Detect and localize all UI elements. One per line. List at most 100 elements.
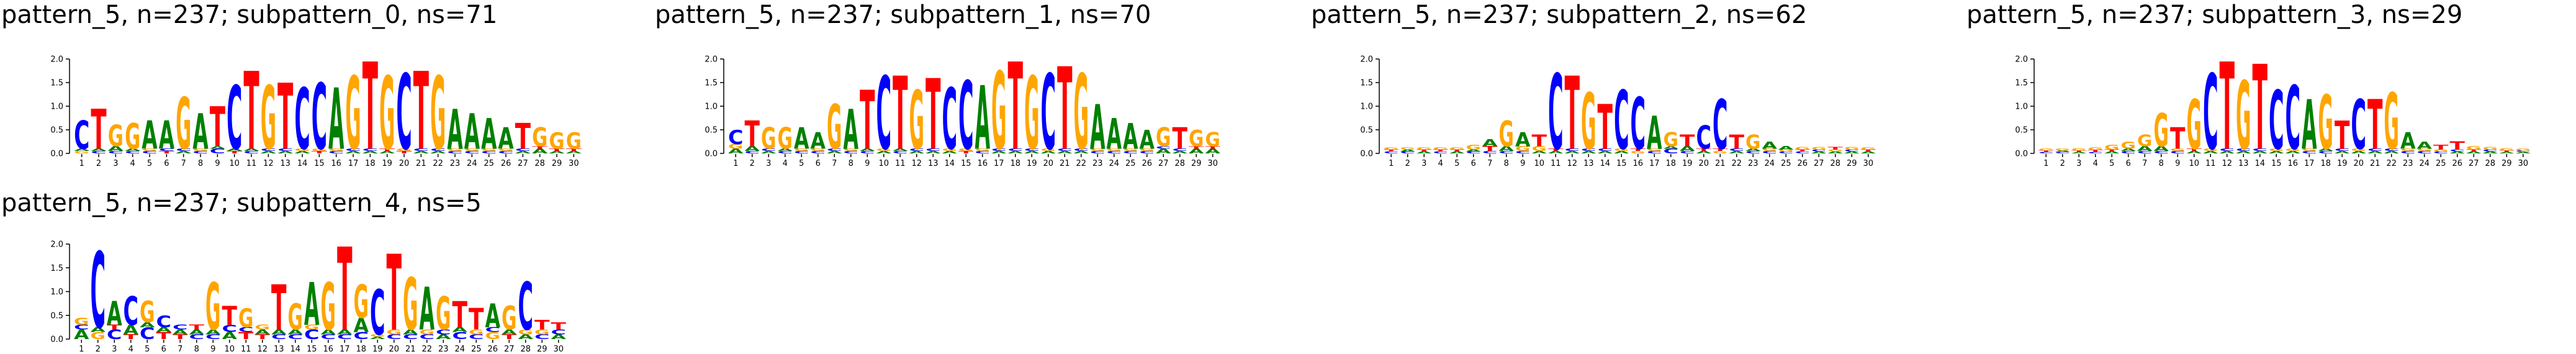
- logo-letter-G: G: [1140, 148, 1155, 152]
- logo-letter-C: C: [2318, 150, 2334, 154]
- logo-letter-A: A: [2187, 150, 2202, 154]
- logo-letter-A: A: [453, 326, 469, 334]
- x-tick-label: 16: [977, 159, 988, 168]
- logo-letter-G: G: [288, 296, 303, 338]
- logo-letter-C: C: [156, 312, 172, 332]
- logo-letter-A: A: [243, 148, 259, 152]
- logo-letter-C: C: [1696, 119, 1712, 157]
- logo-letter-G: G: [1466, 144, 1481, 152]
- logo-letter-G: G: [2121, 140, 2136, 151]
- logo-letter-A: A: [159, 113, 175, 158]
- logo-letter-C: C: [485, 326, 501, 334]
- x-tick-label: 9: [865, 159, 870, 168]
- logo-letter-G: G: [328, 148, 344, 152]
- logo-letter-C: C: [1515, 150, 1531, 154]
- logo-letter-A: A: [321, 329, 337, 336]
- x-tick-label: 22: [1076, 159, 1086, 168]
- logo-letter-C: C: [1074, 148, 1089, 152]
- logo-letter-A: A: [811, 128, 826, 155]
- logo-letter-A: A: [1532, 150, 1547, 154]
- logo-letter-G: G: [379, 57, 395, 173]
- logo-letter-A: A: [728, 147, 744, 155]
- logo-letter-C: C: [176, 148, 191, 152]
- logo-letter-T: T: [1449, 149, 1465, 152]
- x-tick-label: 18: [2320, 159, 2331, 168]
- y-tick-label: 0.5: [705, 126, 718, 135]
- logo-letter-T: T: [1384, 149, 1399, 152]
- x-tick-label: 3: [2076, 159, 2081, 168]
- logo-letter-T: T: [860, 73, 875, 168]
- logo-letter-C: C: [893, 150, 908, 154]
- logo-letter-C: C: [277, 148, 293, 152]
- logo-letter-C: C: [447, 150, 462, 154]
- logo-letter-A: A: [2499, 152, 2515, 154]
- logo-letter-A: A: [288, 329, 304, 336]
- logo-letter-A: A: [518, 333, 534, 340]
- logo-letter-T: T: [2335, 114, 2350, 158]
- x-tick-label: 23: [1748, 159, 1759, 168]
- logo-letter-G: G: [125, 116, 140, 157]
- logo-panel-2: pattern_5, n=237; subpattern_2, ns=62 0.0…: [1311, 1, 1876, 174]
- x-tick-label: 23: [2403, 159, 2413, 168]
- logo-letter-C: C: [2170, 150, 2186, 154]
- logo-letter-C: C: [261, 148, 276, 152]
- logo-letter-G: G: [312, 148, 327, 152]
- logo-letter-T: T: [1565, 56, 1580, 173]
- x-tick-label: 23: [1092, 159, 1103, 168]
- logo-letter-T: T: [453, 294, 468, 336]
- logo-letter-C: C: [1762, 150, 1778, 154]
- y-tick-label: 0.0: [705, 150, 718, 159]
- logo-letter-A: A: [74, 327, 89, 342]
- logo-letter-A: A: [1090, 93, 1106, 163]
- x-tick-label: 20: [1698, 159, 1709, 168]
- logo-letter-A: A: [91, 326, 107, 334]
- x-tick-label: 17: [348, 159, 359, 168]
- logo-letter-A: A: [942, 150, 958, 154]
- logo-letter-G: G: [844, 148, 858, 152]
- logo-letter-C: C: [1811, 149, 1826, 152]
- x-tick-label: 1: [2043, 159, 2048, 168]
- logo-letter-T: T: [925, 59, 940, 172]
- logo-letter-G: G: [1090, 148, 1105, 152]
- logo-letter-A: A: [794, 122, 809, 156]
- logo-letter-G: G: [74, 316, 89, 328]
- x-tick-label: 12: [263, 159, 274, 168]
- logo-letter-A: A: [566, 150, 582, 154]
- logo-letter-C: C: [91, 231, 106, 353]
- logo-letter-T: T: [1598, 92, 1613, 164]
- panel-title: pattern_5, n=237; subpattern_1, ns=70: [655, 1, 1151, 29]
- y-tick-label: 1.0: [705, 102, 718, 112]
- logo-letter-G: G: [436, 288, 451, 341]
- logo-letter-G: G: [1762, 148, 1777, 152]
- logo-letter-A: A: [1205, 147, 1222, 155]
- x-tick-label: 12: [257, 345, 268, 354]
- logo-letter-T: T: [363, 37, 378, 177]
- x-tick-label: 10: [878, 159, 889, 168]
- x-tick-label: 18: [1665, 159, 1676, 168]
- logo-letter-G: G: [2483, 146, 2498, 150]
- logo-letter-A: A: [2269, 150, 2284, 154]
- logo-letter-A: A: [1041, 150, 1056, 154]
- y-tick-label: 1.5: [705, 79, 718, 88]
- logo-letter-G: G: [1713, 150, 1727, 154]
- logo-letter-T: T: [2104, 149, 2120, 152]
- x-tick-label: 9: [1520, 159, 1525, 168]
- logo-letter-G: G: [1205, 129, 1220, 152]
- logo-letter-G: G: [1041, 148, 1056, 152]
- logo-letter-A: A: [464, 104, 480, 161]
- logo-letter-A: A: [1581, 150, 1596, 154]
- logo-letter-T: T: [379, 148, 395, 152]
- x-tick-label: 13: [2238, 159, 2249, 168]
- x-tick-label: 10: [229, 159, 240, 168]
- logo-letter-C: C: [1647, 150, 1662, 154]
- logo-letter-A: A: [515, 150, 531, 154]
- logo-letter-C: C: [844, 150, 859, 154]
- logo-letter-A: A: [2154, 145, 2170, 152]
- logo-letter-G: G: [304, 324, 319, 331]
- logo-panel-1: pattern_5, n=237; subpattern_1, ns=70 0.0…: [655, 1, 1221, 177]
- logo-letter-C: C: [1795, 151, 1810, 154]
- logo-letter-A: A: [481, 110, 497, 159]
- logo-letter-C: C: [363, 148, 378, 152]
- x-tick-label: 13: [928, 159, 939, 168]
- logo-letter-T: T: [1631, 148, 1646, 152]
